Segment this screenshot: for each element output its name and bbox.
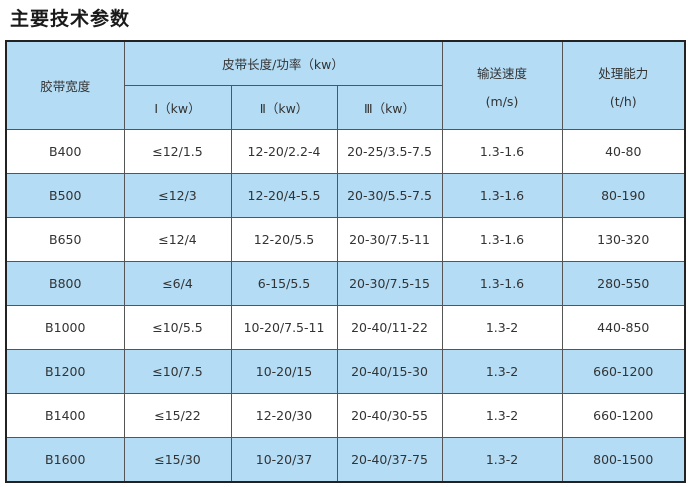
- cell-speed: 1.3-1.6: [441, 173, 563, 218]
- header-capacity-unit: (t/h): [609, 93, 637, 109]
- cell-type-3: 20-40/37-75: [336, 437, 443, 483]
- cell-speed: 1.3-2: [441, 393, 563, 438]
- cell-capacity: 660-1200: [561, 393, 686, 438]
- parameters-table: 胶带宽度 皮带长度/功率（kw） 输送速度 (m/s) 处理能力 (t/h) Ⅰ（k…: [5, 40, 686, 483]
- table-row: B400 ≤12/1.5 12-20/2.2-4 20-25/3.5-7.5 1.3-1…: [5, 129, 686, 174]
- cell-width: B400: [5, 129, 125, 174]
- cell-width: B500: [5, 173, 125, 218]
- cell-type-2: 12-20/5.5: [230, 217, 338, 262]
- table-row: B500 ≤12/3 12-20/4-5.5 20-30/5.5-7.5 1.3-1.6…: [5, 173, 686, 218]
- cell-width: B1000: [5, 305, 125, 350]
- cell-type-1: ≤12/4: [123, 217, 232, 262]
- cell-type-3: 20-40/15-30: [336, 349, 443, 394]
- header-capacity-label: 处理能力: [598, 65, 649, 81]
- header-sub-1: Ⅰ（kw）: [123, 85, 232, 130]
- cell-speed: 1.3-1.6: [441, 129, 563, 174]
- cell-type-1: ≤10/7.5: [123, 349, 232, 394]
- cell-capacity: 80-190: [561, 173, 686, 218]
- header-sub-2: Ⅱ（kw）: [230, 85, 338, 130]
- cell-type-2: 10-20/7.5-11: [230, 305, 338, 350]
- cell-speed: 1.3-1.6: [441, 217, 563, 262]
- cell-capacity: 40-80: [561, 129, 686, 174]
- cell-capacity: 660-1200: [561, 349, 686, 394]
- header-sub-3: Ⅲ（kw）: [336, 85, 443, 130]
- cell-capacity: 280-550: [561, 261, 686, 306]
- cell-width: B800: [5, 261, 125, 306]
- table-row: B650 ≤12/4 12-20/5.5 20-30/7.5-11 1.3-1.6 130…: [5, 217, 686, 262]
- cell-type-1: ≤6/4: [123, 261, 232, 306]
- cell-speed: 1.3-2: [441, 437, 563, 483]
- cell-type-3: 20-30/7.5-15: [336, 261, 443, 306]
- table-row: B800 ≤6/4 6-15/5.5 20-30/7.5-15 1.3-1.6 280-5…: [5, 261, 686, 306]
- cell-type-3: 20-40/11-22: [336, 305, 443, 350]
- cell-type-3: 20-30/7.5-11: [336, 217, 443, 262]
- cell-type-3: 20-30/5.5-7.5: [336, 173, 443, 218]
- cell-type-2: 12-20/30: [230, 393, 338, 438]
- table-row: B1600 ≤15/30 10-20/37 20-40/37-75 1.3-2 800-1…: [5, 437, 686, 483]
- cell-type-2: 10-20/37: [230, 437, 338, 483]
- cell-type-1: ≤12/3: [123, 173, 232, 218]
- cell-type-1: ≤12/1.5: [123, 129, 232, 174]
- table-row: B1200 ≤10/7.5 10-20/15 20-40/15-30 1.3-2 660-…: [5, 349, 686, 394]
- cell-type-3: 20-40/30-55: [336, 393, 443, 438]
- cell-speed: 1.3-1.6: [441, 261, 563, 306]
- cell-type-1: ≤10/5.5: [123, 305, 232, 350]
- cell-capacity: 800-1500: [561, 437, 686, 483]
- table-row: B1400 ≤15/22 12-20/30 20-40/30-55 1.3-2 660-1…: [5, 393, 686, 438]
- cell-type-2: 12-20/4-5.5: [230, 173, 338, 218]
- cell-width: B1400: [5, 393, 125, 438]
- cell-width: B1600: [5, 437, 125, 483]
- cell-type-3: 20-25/3.5-7.5: [336, 129, 443, 174]
- cell-type-1: ≤15/22: [123, 393, 232, 438]
- header-width: 胶带宽度: [5, 40, 125, 130]
- header-speed: 输送速度 (m/s): [441, 40, 563, 130]
- cell-type-1: ≤15/30: [123, 437, 232, 483]
- cell-width: B650: [5, 217, 125, 262]
- cell-speed: 1.3-2: [441, 349, 563, 394]
- cell-speed: 1.3-2: [441, 305, 563, 350]
- table-row: B1000 ≤10/5.5 10-20/7.5-11 20-40/11-22 1.3-2…: [5, 305, 686, 350]
- cell-capacity: 130-320: [561, 217, 686, 262]
- cell-type-2: 6-15/5.5: [230, 261, 338, 306]
- cell-type-2: 10-20/15: [230, 349, 338, 394]
- header-length-power: 皮带长度/功率（kw）: [123, 40, 443, 86]
- cell-capacity: 440-850: [561, 305, 686, 350]
- cell-type-2: 12-20/2.2-4: [230, 129, 338, 174]
- page-title: 主要技术参数: [10, 8, 131, 30]
- table-body: B400 ≤12/1.5 12-20/2.2-4 20-25/3.5-7.5 1.3-1…: [5, 129, 686, 483]
- header-capacity: 处理能力 (t/h): [561, 40, 686, 130]
- header-speed-label: 输送速度: [476, 65, 527, 81]
- cell-width: B1200: [5, 349, 125, 394]
- header-speed-unit: (m/s): [485, 93, 519, 109]
